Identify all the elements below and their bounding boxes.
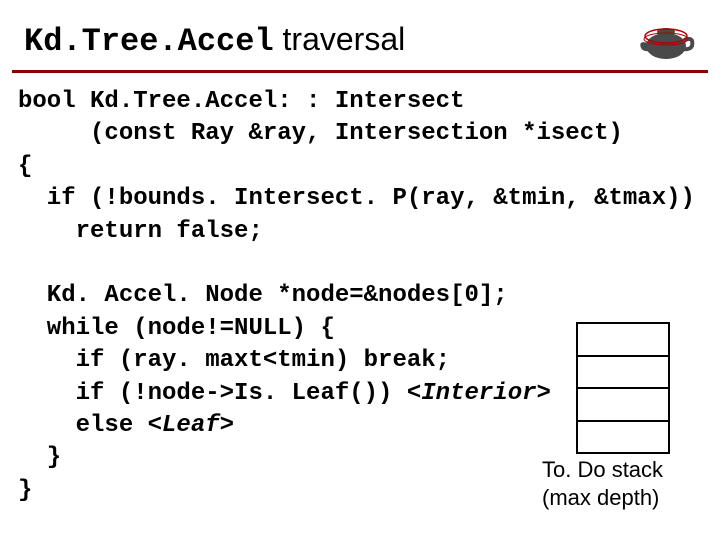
stack-cell: [578, 389, 668, 422]
stack-cell: [578, 422, 668, 453]
slide: Kd.Tree.Accel traversal bool Kd.Tree.Acc…: [0, 0, 720, 540]
code-line: return false;: [18, 218, 263, 245]
code-line: else: [18, 412, 148, 439]
code-line: if (ray. maxt<tmin) break;: [18, 347, 450, 374]
code-line: if (!bounds. Intersect. P(ray, &tmin, &t…: [18, 185, 695, 212]
code-line: if (!node->Is. Leaf()): [18, 380, 407, 407]
code-line: Kd. Accel. Node *node=&nodes[0];: [18, 282, 508, 309]
stack-cell: [578, 357, 668, 390]
code-line: {: [18, 153, 32, 180]
stack-label-line2: (max depth): [542, 485, 659, 510]
code-line: }: [18, 444, 61, 471]
code-italic: <Interior>: [407, 380, 551, 407]
code-line: }: [18, 477, 32, 504]
todo-stack-label: To. Do stack (max depth): [542, 456, 692, 511]
stack-label-line1: To. Do stack: [542, 457, 663, 482]
slide-title: Kd.Tree.Accel traversal: [24, 21, 405, 60]
title-row: Kd.Tree.Accel traversal: [24, 18, 696, 62]
code-italic: <Leaf>: [148, 412, 234, 439]
title-rule: [12, 70, 708, 73]
title-rest: traversal: [274, 21, 406, 57]
stack-cell: [578, 324, 668, 357]
todo-stack-box: [576, 322, 670, 454]
code-line: while (node!=NULL) {: [18, 315, 335, 342]
title-mono: Kd.Tree.Accel: [24, 23, 274, 60]
teapot-icon: [636, 18, 696, 62]
code-line: (const Ray &ray, Intersection *isect): [18, 120, 623, 147]
code-line: bool Kd.Tree.Accel: : Intersect: [18, 88, 464, 115]
